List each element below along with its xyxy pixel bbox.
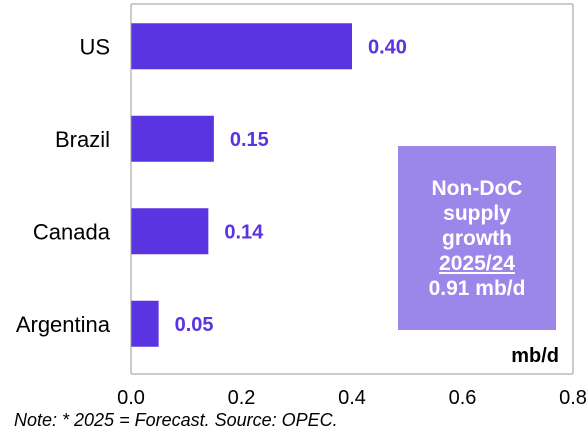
callout-line-1: Non-DoC — [431, 176, 523, 200]
value-label-argentina: 0.05 — [175, 314, 214, 336]
callout-line-5: 0.91 mb/d — [428, 276, 526, 300]
value-label-brazil: 0.15 — [230, 129, 269, 151]
bar-canada — [131, 208, 209, 255]
callout-line-3: growth — [442, 226, 512, 250]
unit-label: mb/d — [511, 345, 559, 367]
x-tick-label: 0.4 — [338, 387, 366, 409]
value-label-canada: 0.14 — [224, 221, 264, 243]
bar-brazil — [131, 115, 214, 162]
value-label-us: 0.40 — [368, 36, 407, 58]
category-label-us: US — [79, 34, 110, 59]
callout-line-4: 2025/24 — [439, 251, 515, 275]
callout-line-2: supply — [443, 201, 511, 225]
bar-argentina — [131, 300, 159, 347]
x-tick-label: 0.6 — [449, 387, 477, 409]
x-tick-label: 0.8 — [559, 387, 587, 409]
bar-us — [131, 23, 352, 70]
source-note: Note: * 2025 = Forecast. Source: OPEC. — [14, 410, 338, 430]
category-label-brazil: Brazil — [55, 127, 110, 152]
x-tick-label: 0.2 — [228, 387, 256, 409]
category-label-argentina: Argentina — [16, 312, 111, 337]
x-tick-label: 0.0 — [117, 387, 145, 409]
callout-box: Non-DoC supply growth 2025/24 0.91 mb/d — [398, 146, 556, 330]
category-label-canada: Canada — [33, 219, 111, 244]
